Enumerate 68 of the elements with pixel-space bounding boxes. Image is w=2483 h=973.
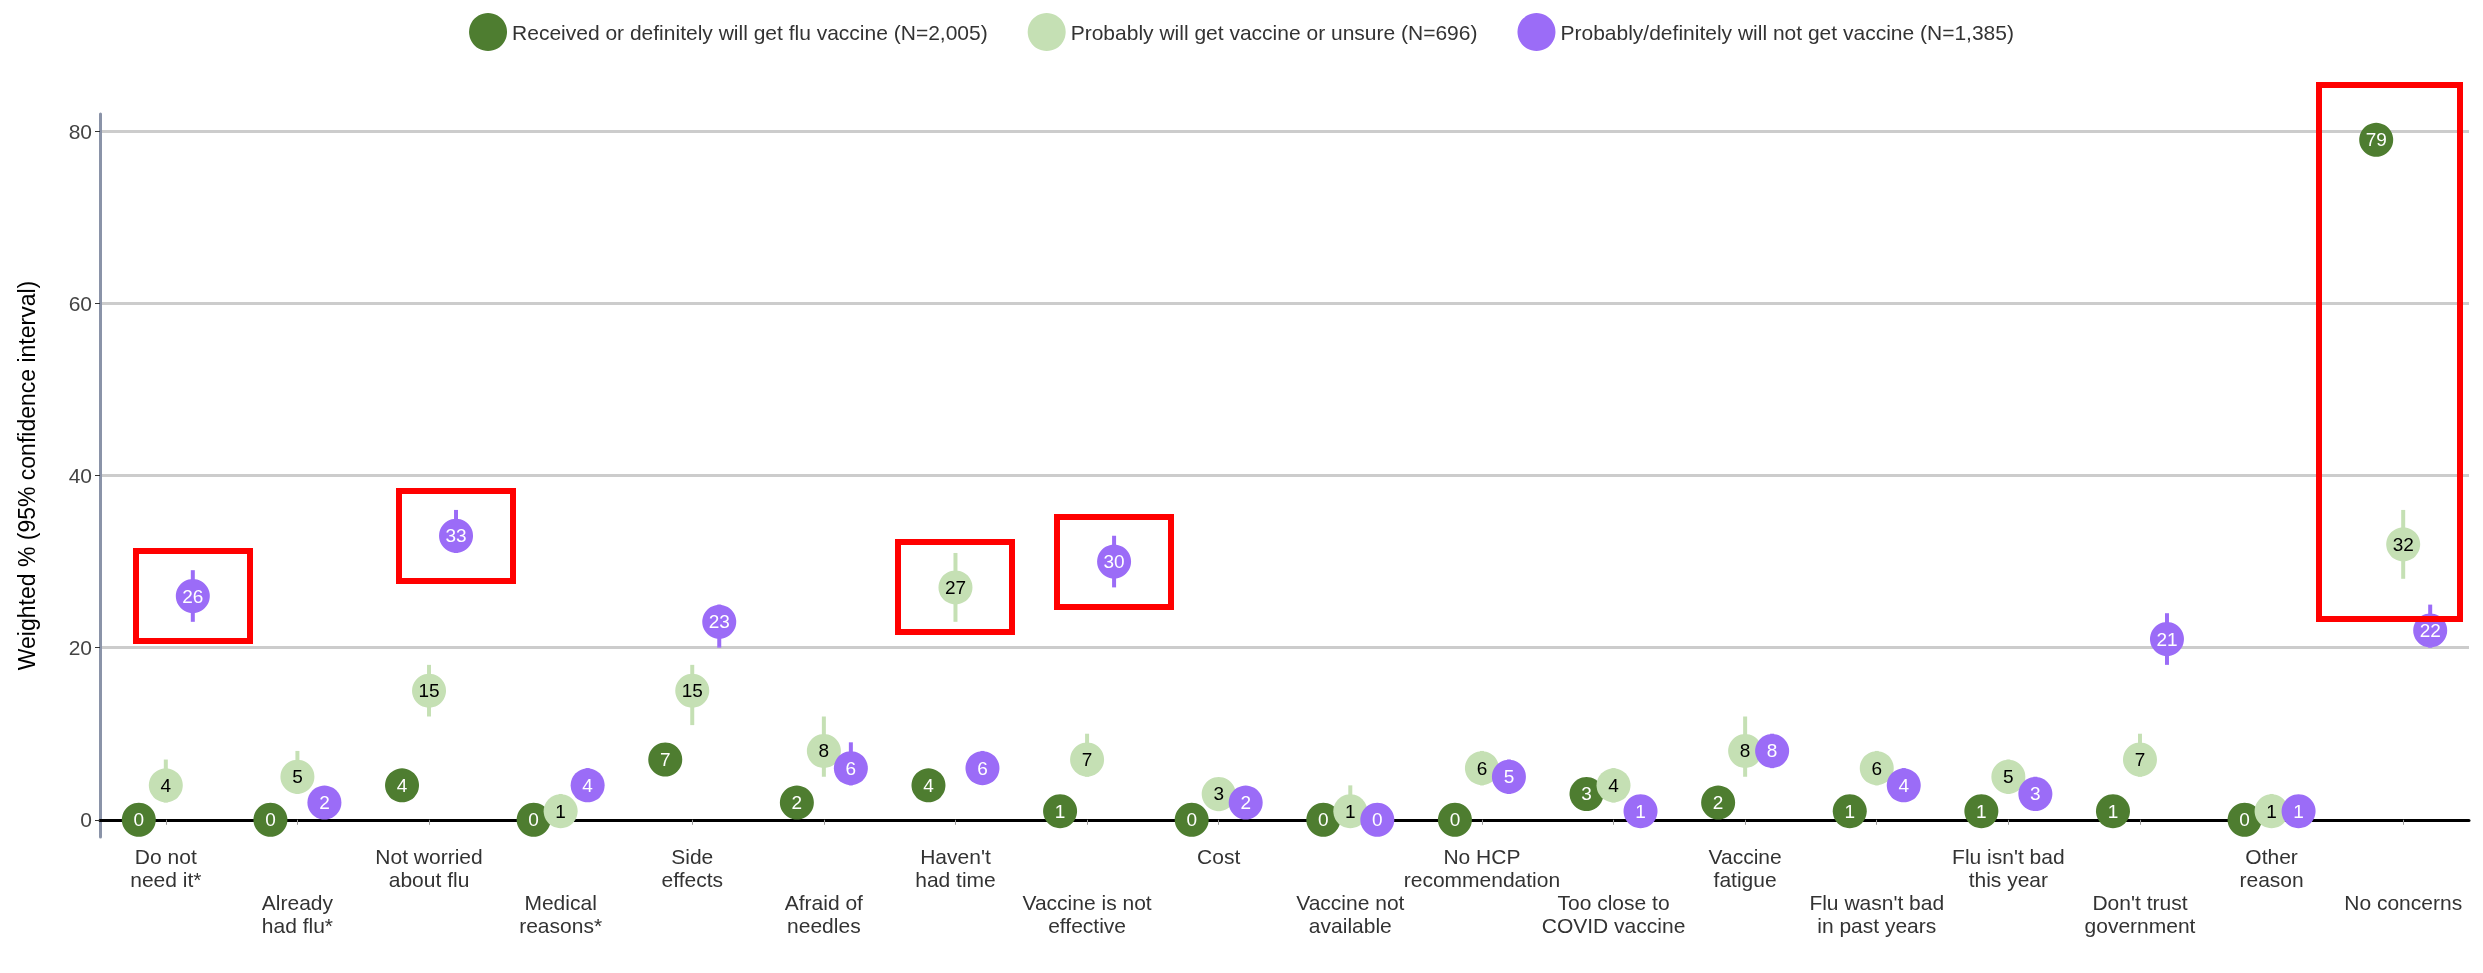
data-label: 0 — [1318, 809, 1329, 831]
data-label: 2 — [791, 792, 803, 814]
x-tick-label: No HCP recommendation — [1403, 845, 1561, 891]
data-label: 4 — [923, 774, 935, 796]
legend-label: Received or definitely will get flu vaccine (N=2,005) — [512, 20, 988, 44]
data-label: 3 — [1213, 783, 1224, 805]
data-label: 0 — [528, 809, 539, 831]
data-label: 2 — [319, 792, 330, 814]
y-tick-label: 80 — [68, 119, 92, 143]
data-label: 2 — [1712, 792, 1724, 814]
data-label: 15 — [418, 680, 440, 702]
x-tick-label: Haven't had time — [915, 845, 996, 891]
y-tick-label: 60 — [68, 291, 92, 315]
data-label: 0 — [1449, 809, 1461, 831]
x-tick-label: Flu wasn't bad in past years — [1809, 891, 1945, 937]
y-tick-label: 0 — [80, 808, 92, 832]
data-label: 4 — [396, 774, 408, 796]
data-label: 1 — [555, 800, 566, 822]
data-label: 0 — [1372, 809, 1383, 831]
data-label: 1 — [1635, 800, 1646, 822]
data-label: 1 — [1844, 800, 1856, 822]
data-label: 3 — [1581, 783, 1592, 805]
data-label: 1 — [2107, 800, 2119, 822]
x-tick-label: Medical reasons* — [519, 891, 603, 937]
data-label: 5 — [1503, 766, 1515, 788]
data-label: 1 — [1976, 800, 1987, 822]
x-tick-label: No concerns — [2344, 891, 2463, 914]
legend-label: Probably will get vaccine or unsure (N=696) — [1070, 20, 1478, 44]
data-label: 0 — [265, 809, 276, 831]
data-label: 0 — [2239, 809, 2250, 831]
data-label: 6 — [1871, 757, 1883, 779]
x-tick-label: Side effects — [661, 845, 723, 891]
x-tick-label: Not worried about flu — [375, 845, 483, 891]
data-label: 26 — [182, 585, 204, 607]
data-label: 2 — [1240, 792, 1251, 814]
x-tick-label: Flu isn't bad this year — [1952, 845, 2065, 891]
data-label: 8 — [1739, 740, 1751, 762]
data-label: 8 — [818, 740, 830, 762]
data-label: 5 — [2003, 766, 2014, 788]
y-tick-label: 40 — [68, 464, 92, 487]
x-tick-label: Too close to COVID vaccine — [1541, 891, 1686, 937]
data-label: 1 — [1054, 800, 1066, 822]
x-tick-label: Vaccine is not effective — [1022, 891, 1152, 937]
data-label: 21 — [2156, 628, 2178, 650]
y-tick-label: 20 — [68, 636, 92, 660]
x-tick-label: Vaccine fatigue — [1708, 845, 1782, 891]
x-tick-label: Cost — [1197, 845, 1241, 868]
data-label: 0 — [133, 809, 145, 831]
data-label: 32 — [2392, 533, 2414, 555]
data-label: 79 — [2365, 129, 2387, 151]
data-label: 7 — [659, 749, 671, 771]
data-label: 15 — [681, 680, 703, 702]
x-tick-label: Afraid of needles — [784, 891, 864, 937]
x-tick-label: Other reason — [2239, 845, 2304, 891]
data-label: 0 — [1186, 809, 1197, 831]
x-tick-label: Already had flu* — [261, 891, 334, 937]
data-label: 22 — [2419, 619, 2441, 641]
legend-label: Probably/definitely will not get vaccine (N=1,385) — [1560, 20, 2014, 44]
data-label: 1 — [2293, 800, 2304, 822]
data-label: 1 — [2266, 800, 2277, 822]
x-tick-label: Do not need it* — [130, 845, 202, 891]
x-tick-label: Vaccine not available — [1296, 891, 1405, 937]
data-label: 6 — [1476, 757, 1488, 779]
y-axis-title: Weighted % (95% confidence interval) — [13, 280, 40, 671]
x-tick-label: Don't trust government — [2084, 891, 2196, 937]
data-label: 1 — [1345, 800, 1356, 822]
data-label: 30 — [1103, 551, 1125, 573]
data-label: 27 — [944, 576, 967, 598]
